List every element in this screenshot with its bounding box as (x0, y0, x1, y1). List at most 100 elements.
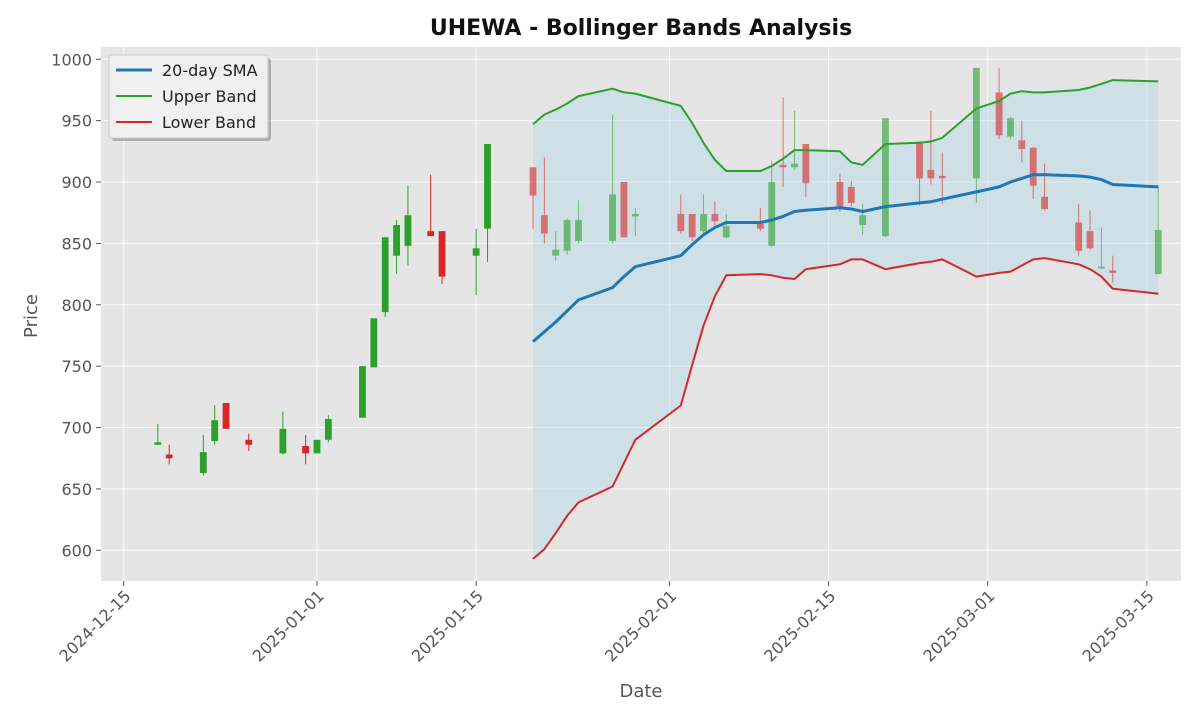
candle-body (779, 164, 787, 168)
candle-body (563, 220, 571, 251)
candle (1109, 255, 1117, 283)
candle-body (722, 226, 730, 238)
candle (370, 318, 378, 368)
x-axis-label: Date (619, 681, 662, 702)
candle-body (1086, 231, 1094, 249)
candle (393, 220, 400, 275)
x-tick-label: 2025-01-15 (408, 586, 487, 665)
plot-area (101, 47, 1181, 581)
candle-body (859, 215, 867, 225)
candle (529, 167, 537, 229)
candle (927, 110, 935, 185)
y-axis-label: Price (21, 294, 42, 338)
candle (381, 237, 389, 318)
candle-body (927, 169, 935, 179)
candle-body (882, 118, 889, 237)
candle-body (302, 445, 310, 454)
series-line-upper-band (532, 79, 1159, 172)
candle-body (609, 194, 616, 241)
candle-body (313, 439, 321, 454)
band-fill (533, 80, 1159, 559)
candle-body (938, 175, 946, 179)
candle (1007, 116, 1014, 140)
candle-body (529, 167, 537, 196)
candle-body (677, 213, 685, 232)
legend: 20-day SMA Upper Band Lower Band (108, 54, 271, 141)
candle (1154, 185, 1162, 275)
candle-body (324, 418, 332, 440)
candle (938, 152, 946, 205)
candle (756, 207, 764, 232)
candle (199, 434, 207, 476)
candle (154, 423, 162, 445)
y-axis-ticks: 600 650 700 750 800 850 900 950 1000 (51, 50, 101, 560)
y-tick-label: 650 (61, 480, 92, 499)
candle-body (245, 439, 253, 445)
candle-body (1007, 118, 1014, 137)
candle-body (1018, 140, 1026, 149)
candle (359, 366, 366, 418)
candle (302, 434, 310, 465)
candle-body (711, 213, 719, 222)
candle (540, 157, 548, 244)
series-line-lower-band (532, 257, 1159, 560)
candle (472, 228, 480, 295)
y-tick-label: 950 (61, 112, 92, 131)
candle-body (381, 237, 389, 313)
candle-body (222, 403, 230, 429)
candle-body (279, 428, 287, 454)
candle (563, 218, 571, 255)
candle (552, 231, 560, 261)
candle (711, 201, 719, 227)
legend-label: Upper Band (162, 87, 257, 106)
candle-body (199, 452, 207, 473)
candle-body (1029, 147, 1037, 186)
candle (211, 405, 219, 445)
legend-label: Lower Band (162, 113, 256, 132)
candlesticks (154, 67, 1162, 476)
candle-body (688, 213, 696, 238)
candle (1098, 227, 1105, 270)
candle (222, 403, 230, 429)
x-tick-label: 2024-12-15 (55, 586, 134, 665)
candle-body (916, 141, 923, 179)
grid-lines (101, 47, 1181, 581)
candle-body (802, 143, 810, 184)
candle (620, 182, 628, 238)
candle (404, 185, 412, 266)
candle-body (791, 163, 798, 168)
candle-body (836, 182, 844, 207)
candle (995, 67, 1003, 140)
candle (972, 67, 980, 203)
candle-body (211, 420, 219, 442)
candle (916, 141, 923, 206)
x-tick-label: 2025-01-01 (249, 586, 328, 665)
candle-body (472, 248, 480, 256)
candle-body (972, 67, 980, 179)
series-line-20-day-sma (532, 173, 1159, 343)
candle-body (165, 454, 173, 459)
candle (836, 173, 844, 212)
legend-box (108, 54, 269, 139)
candle (165, 444, 173, 465)
candle (438, 231, 446, 284)
candle-body (370, 318, 378, 368)
candle (1075, 204, 1083, 256)
candle (882, 118, 889, 238)
candle-body (768, 182, 776, 246)
candle (484, 143, 491, 262)
candle-body (404, 215, 412, 246)
candle (779, 97, 787, 187)
candle-body (575, 220, 582, 241)
candle-body (359, 366, 366, 418)
candle (700, 194, 707, 237)
candle-body (631, 213, 639, 217)
candle-body (552, 249, 560, 256)
candle (1041, 163, 1048, 211)
x-tick-label: 2025-03-01 (919, 586, 998, 665)
y-tick-label: 1000 (51, 50, 92, 69)
candle-body (620, 182, 628, 238)
y-tick-label: 600 (61, 541, 92, 560)
candle-body (438, 231, 446, 277)
